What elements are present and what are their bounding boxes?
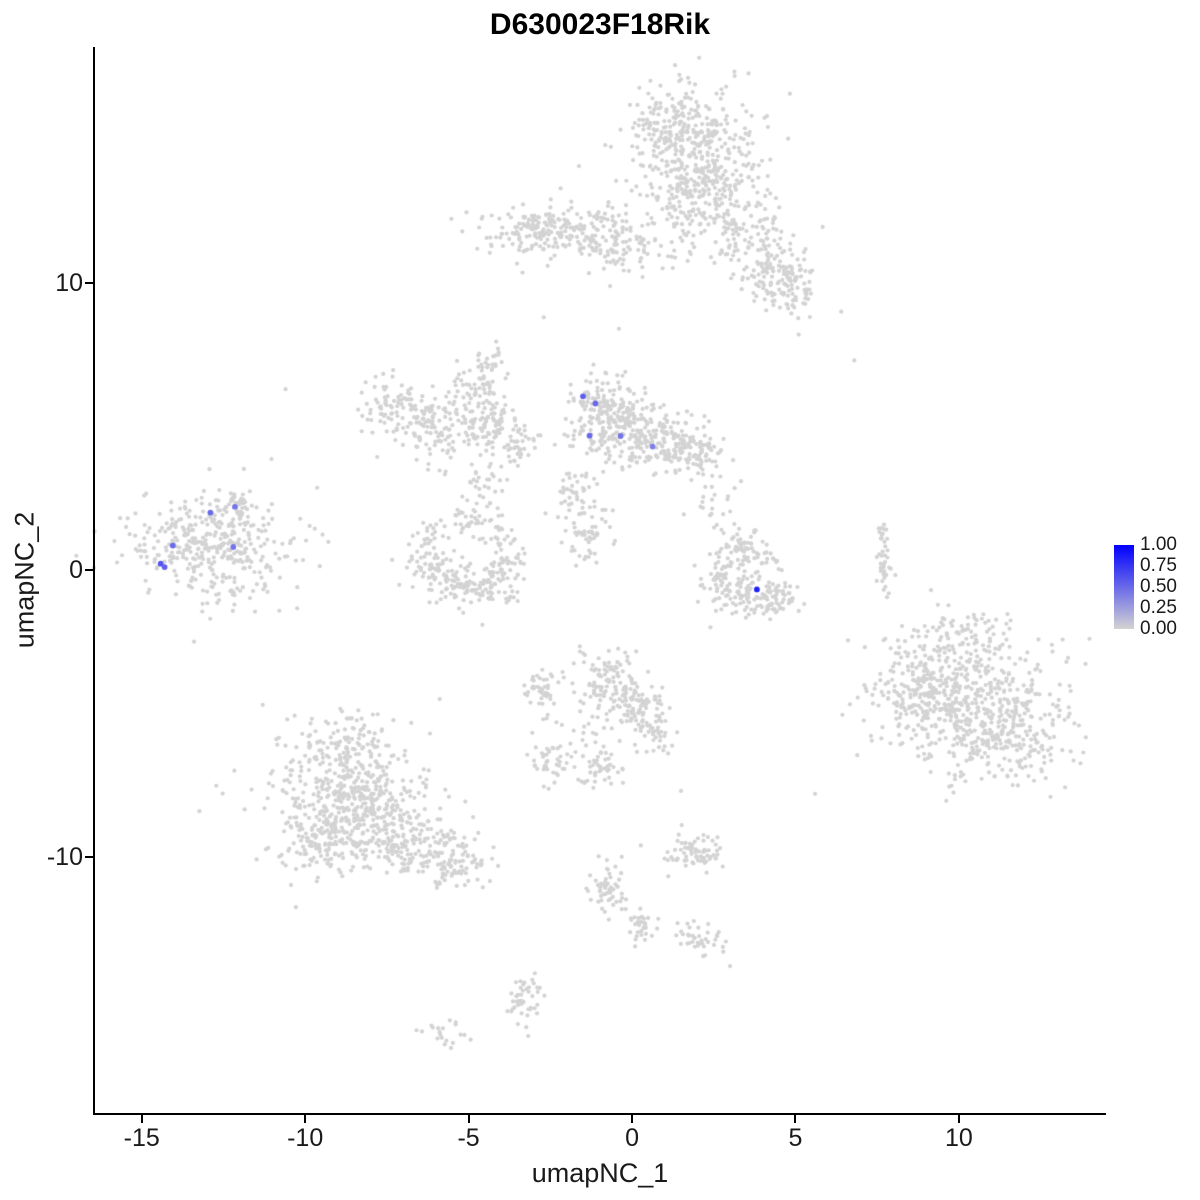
x-axis-title: umapNC_1 xyxy=(531,1158,669,1188)
legend-tick-label: 0.25 xyxy=(1140,597,1177,618)
x-tick-mark xyxy=(631,1115,634,1123)
y-axis-title: umapNC_2 xyxy=(9,511,40,649)
x-tick-label: 10 xyxy=(944,1124,973,1152)
x-tick-label: -10 xyxy=(287,1124,324,1152)
x-tick-label: -15 xyxy=(123,1124,160,1152)
x-tick-mark xyxy=(794,1115,797,1123)
y-tick-label: -10 xyxy=(46,842,83,871)
y-axis-line xyxy=(93,47,95,1115)
x-tick-label: -5 xyxy=(457,1124,480,1152)
legend-tick-label: 1.00 xyxy=(1140,534,1177,555)
y-tick-label: 10 xyxy=(55,268,83,297)
x-tick-mark xyxy=(304,1115,307,1123)
x-tick-label: 5 xyxy=(788,1124,803,1152)
legend-tick-label: 0.75 xyxy=(1140,555,1177,576)
y-tick-label: 0 xyxy=(69,555,83,584)
x-tick-label: 0 xyxy=(625,1124,639,1152)
legend-colorbar xyxy=(1114,545,1134,629)
plot-title: D630023F18Rik xyxy=(489,8,711,41)
x-axis-line xyxy=(93,1113,1106,1115)
y-tick-mark xyxy=(85,568,93,571)
x-tick-mark xyxy=(140,1115,143,1123)
y-tick-mark xyxy=(85,855,93,858)
x-tick-mark xyxy=(957,1115,960,1123)
y-tick-mark xyxy=(85,281,93,284)
legend-tick-label: 0.00 xyxy=(1140,618,1177,639)
legend-tick-label: 0.50 xyxy=(1140,576,1177,597)
x-tick-mark xyxy=(467,1115,470,1123)
